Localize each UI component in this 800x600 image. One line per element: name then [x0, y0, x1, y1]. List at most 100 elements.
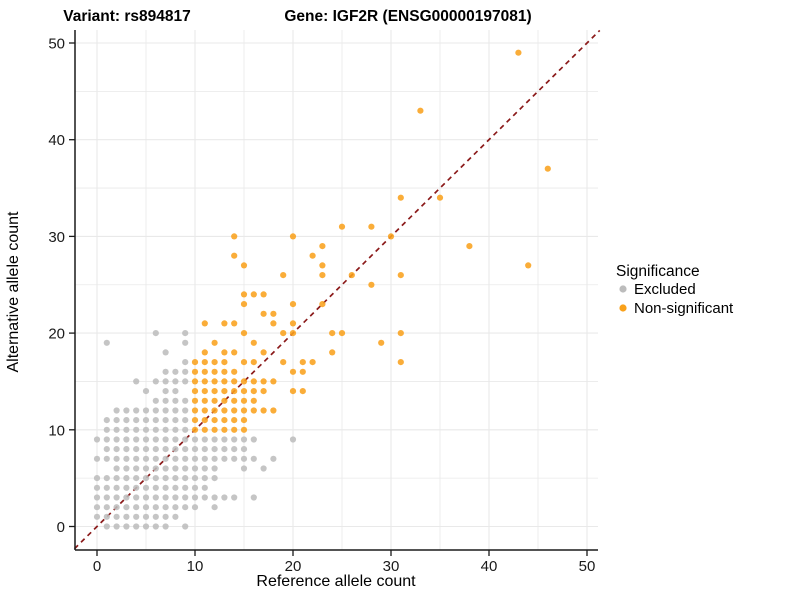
data-point-excluded	[142, 465, 150, 472]
data-point-non-significant	[397, 272, 404, 279]
data-point-excluded	[250, 494, 257, 501]
data-point-excluded	[113, 455, 120, 462]
data-point-excluded	[133, 513, 140, 520]
data-point-excluded	[142, 475, 150, 482]
data-point-excluded	[182, 465, 189, 472]
data-point-excluded	[162, 368, 169, 375]
data-point-non-significant	[368, 223, 375, 230]
x-tick-label: 50	[579, 558, 596, 575]
data-point-excluded	[93, 475, 101, 482]
data-point-excluded	[152, 465, 159, 472]
data-point-excluded	[172, 436, 179, 443]
data-point-excluded	[172, 465, 179, 472]
data-point-excluded	[142, 426, 150, 433]
data-point-excluded	[172, 484, 179, 491]
data-point-excluded	[123, 523, 130, 530]
data-point-excluded	[231, 494, 238, 501]
data-point-non-significant	[231, 368, 238, 375]
data-point-excluded	[240, 446, 248, 453]
data-point-excluded	[152, 475, 159, 482]
data-point-excluded	[211, 465, 218, 472]
data-point-excluded	[172, 426, 179, 433]
data-point-excluded	[103, 513, 110, 520]
data-point-excluded	[162, 349, 169, 356]
identity-line-layer	[73, 29, 601, 550]
data-point-excluded	[93, 513, 101, 520]
data-point-excluded	[103, 446, 110, 453]
data-point-excluded	[172, 417, 179, 424]
data-point-non-significant	[378, 339, 385, 346]
x-axis-label: Reference allele count	[256, 573, 416, 590]
data-point-non-significant	[240, 417, 248, 424]
data-point-excluded	[152, 446, 159, 453]
data-point-excluded	[172, 475, 179, 482]
data-point-excluded	[191, 484, 199, 491]
legend-item-excluded: Excluded	[619, 281, 696, 298]
data-point-non-significant	[289, 330, 297, 337]
data-point-non-significant	[338, 330, 346, 337]
data-point-excluded	[172, 513, 179, 520]
data-point-excluded	[172, 397, 179, 404]
data-point-excluded	[113, 436, 120, 443]
data-point-excluded	[182, 494, 189, 501]
data-point-excluded	[182, 475, 189, 482]
data-point-excluded	[182, 397, 189, 404]
data-point-excluded	[172, 504, 179, 511]
data-point-excluded	[152, 330, 159, 337]
y-tick-label: 40	[48, 132, 65, 149]
data-point-excluded	[133, 378, 140, 385]
data-point-excluded	[182, 436, 189, 443]
data-points-layer	[93, 49, 551, 530]
data-point-non-significant	[191, 397, 199, 404]
data-point-excluded	[152, 523, 159, 530]
data-point-excluded	[260, 465, 267, 472]
data-point-non-significant	[201, 320, 208, 327]
data-point-non-significant	[260, 407, 267, 414]
data-point-excluded	[162, 407, 169, 414]
data-point-non-significant	[260, 378, 267, 385]
data-point-excluded	[162, 513, 169, 520]
data-point-excluded	[162, 494, 169, 501]
data-point-non-significant	[231, 320, 238, 327]
y-tick-label: 50	[48, 36, 65, 53]
data-point-excluded	[152, 436, 159, 443]
data-point-excluded	[152, 494, 159, 501]
data-point-non-significant	[309, 252, 316, 259]
data-point-non-significant	[201, 417, 208, 424]
data-point-excluded	[191, 455, 199, 462]
data-point-excluded	[152, 455, 159, 462]
data-point-non-significant	[221, 368, 228, 375]
data-point-excluded	[182, 455, 189, 462]
data-point-excluded	[93, 504, 101, 511]
data-point-non-significant	[417, 107, 424, 114]
data-point-excluded	[211, 436, 218, 443]
data-point-excluded	[142, 407, 150, 414]
data-point-excluded	[123, 465, 130, 472]
data-point-non-significant	[201, 397, 208, 404]
data-point-excluded	[172, 368, 179, 375]
data-point-non-significant	[221, 397, 228, 404]
identity-line	[73, 29, 601, 550]
data-point-non-significant	[221, 378, 228, 385]
data-point-non-significant	[270, 378, 277, 385]
data-point-non-significant	[515, 49, 522, 56]
data-point-excluded	[211, 446, 218, 453]
excluded-swatch-icon	[619, 285, 627, 293]
data-point-non-significant	[191, 378, 199, 385]
data-point-non-significant	[466, 243, 473, 250]
data-point-non-significant	[191, 426, 199, 433]
data-point-excluded	[172, 378, 179, 385]
data-point-non-significant	[221, 407, 228, 414]
data-point-non-significant	[201, 368, 208, 375]
data-point-excluded	[221, 494, 228, 501]
data-point-excluded	[201, 475, 208, 482]
data-point-non-significant	[201, 378, 208, 385]
data-point-excluded	[113, 475, 120, 482]
data-point-excluded	[201, 455, 208, 462]
data-point-excluded	[172, 455, 179, 462]
data-point-excluded	[93, 436, 101, 443]
data-point-excluded	[103, 436, 110, 443]
data-point-excluded	[211, 494, 218, 501]
